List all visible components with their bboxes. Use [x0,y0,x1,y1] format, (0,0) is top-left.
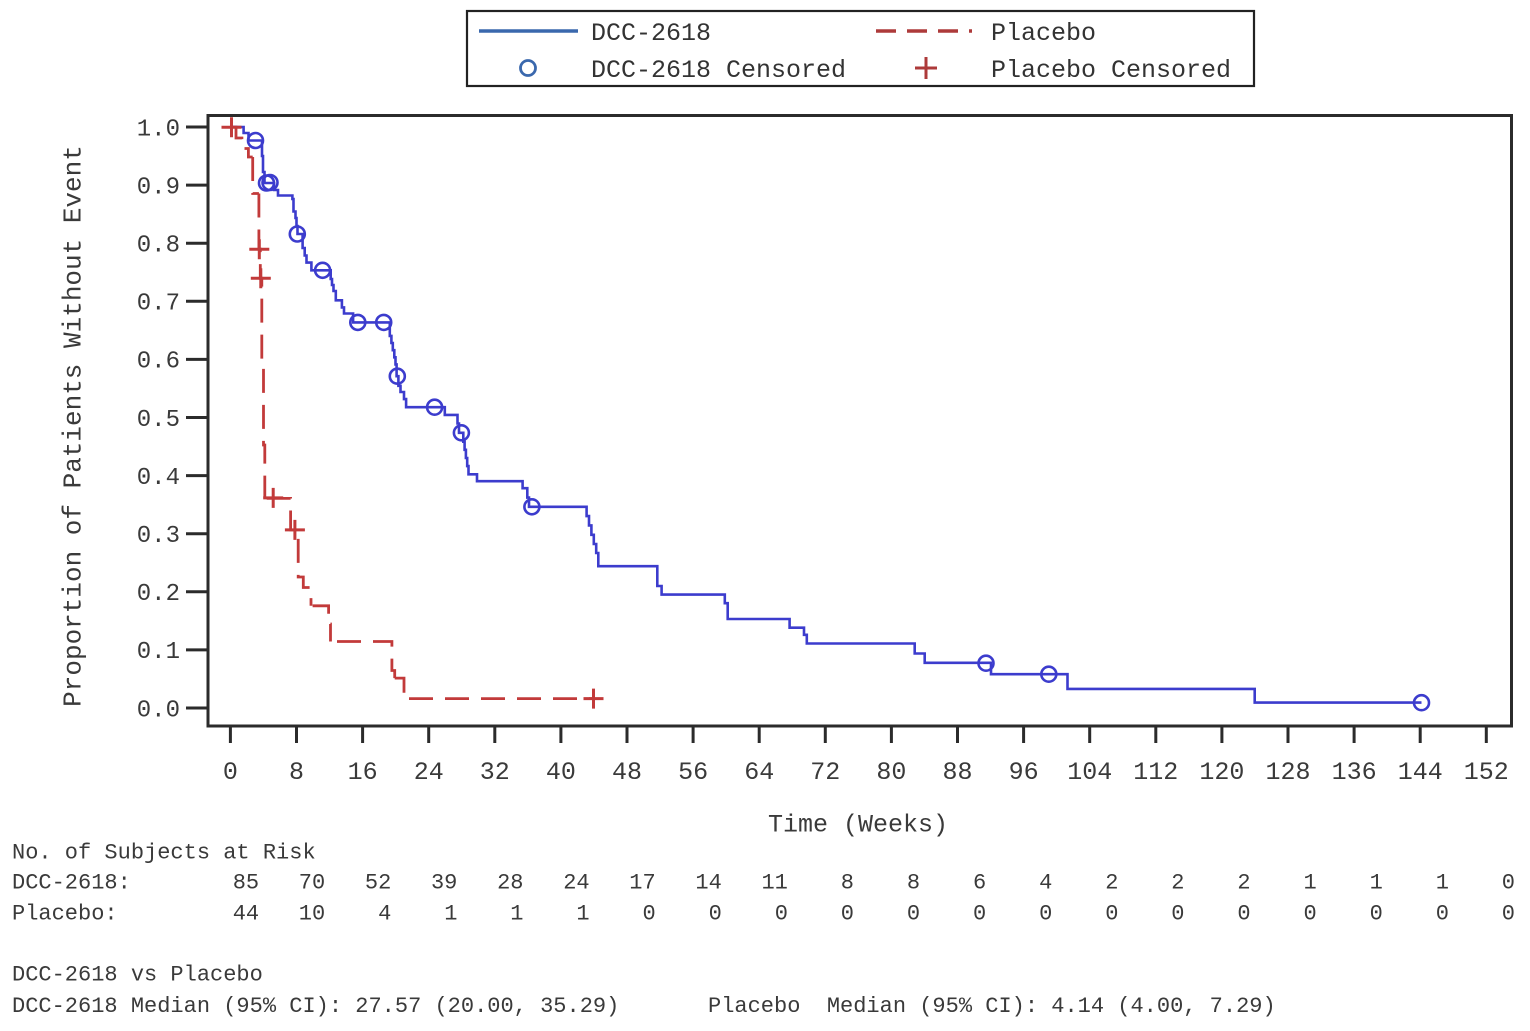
svg-text:0: 0 [1171,902,1184,927]
svg-text:96: 96 [1009,758,1039,787]
svg-text:4: 4 [378,902,391,927]
svg-text:136: 136 [1332,758,1377,787]
svg-text:0.0: 0.0 [137,697,180,724]
svg-text:16: 16 [348,758,378,787]
svg-text:0.4: 0.4 [137,465,180,492]
svg-text:1: 1 [1370,871,1383,896]
svg-text:0.1: 0.1 [137,639,180,666]
svg-text:0: 0 [907,902,920,927]
svg-text:0.2: 0.2 [137,581,180,608]
svg-text:144: 144 [1398,758,1443,787]
svg-text:No. of Subjects at Risk: No. of Subjects at Risk [12,841,316,866]
svg-text:0: 0 [841,902,854,927]
svg-text:0: 0 [709,902,722,927]
svg-text:152: 152 [1464,758,1509,787]
svg-text:0.9: 0.9 [137,174,180,201]
svg-text:40: 40 [546,758,576,787]
svg-text:Time (Weeks): Time (Weeks) [768,811,948,840]
svg-text:10: 10 [299,902,325,927]
svg-text:0: 0 [1370,902,1383,927]
svg-text:14: 14 [695,871,721,896]
svg-text:DCC-2618: DCC-2618 [591,19,711,48]
svg-text:2: 2 [1105,871,1118,896]
svg-text:0: 0 [223,758,238,787]
svg-text:Placebo Median (95% CI): 4.14: Placebo Median (95% CI): 4.14 (4.00, 7.2… [708,994,1276,1019]
svg-text:70: 70 [299,871,325,896]
svg-text:24: 24 [414,758,444,787]
svg-text:39: 39 [431,871,457,896]
svg-text:2: 2 [1171,871,1184,896]
svg-text:Placebo:: Placebo: [12,902,118,927]
svg-text:104: 104 [1067,758,1112,787]
svg-text:2: 2 [1237,871,1250,896]
svg-text:88: 88 [942,758,972,787]
svg-text:0.6: 0.6 [137,349,180,376]
svg-text:0.7: 0.7 [137,291,180,318]
svg-text:DCC-2618 Censored: DCC-2618 Censored [591,56,846,85]
svg-text:8: 8 [289,758,304,787]
svg-text:48: 48 [612,758,642,787]
svg-text:Placebo: Placebo [991,19,1096,48]
svg-text:0: 0 [1436,902,1449,927]
svg-text:8: 8 [907,871,920,896]
svg-text:4: 4 [1039,871,1052,896]
svg-text:120: 120 [1199,758,1244,787]
svg-text:85: 85 [233,871,259,896]
svg-text:0.8: 0.8 [137,233,180,260]
svg-text:28: 28 [497,871,523,896]
svg-text:44: 44 [233,902,259,927]
svg-text:0.5: 0.5 [137,407,180,434]
svg-text:1: 1 [1436,871,1449,896]
svg-text:11: 11 [761,871,787,896]
svg-text:0: 0 [1105,902,1118,927]
svg-text:24: 24 [563,871,589,896]
svg-text:DCC-2618:: DCC-2618: [12,871,131,896]
svg-text:0: 0 [642,902,655,927]
svg-text:1: 1 [576,902,589,927]
svg-text:112: 112 [1133,758,1178,787]
svg-text:80: 80 [876,758,906,787]
svg-text:0: 0 [1502,871,1515,896]
svg-text:1: 1 [510,902,523,927]
svg-text:Proportion of Patients Without: Proportion of Patients Without Event [59,145,89,707]
svg-text:DCC-2618 vs Placebo: DCC-2618 vs Placebo [12,963,263,988]
svg-text:0: 0 [1039,902,1052,927]
svg-text:8: 8 [841,871,854,896]
svg-text:128: 128 [1265,758,1310,787]
svg-text:0: 0 [1237,902,1250,927]
svg-text:32: 32 [480,758,510,787]
svg-text:64: 64 [744,758,774,787]
svg-text:0: 0 [1303,902,1316,927]
svg-text:0.3: 0.3 [137,523,180,550]
svg-text:0: 0 [775,902,788,927]
svg-text:72: 72 [810,758,840,787]
svg-text:6: 6 [973,871,986,896]
svg-text:0: 0 [1502,902,1515,927]
svg-text:0: 0 [973,902,986,927]
svg-text:Placebo Censored: Placebo Censored [991,56,1231,85]
svg-text:1: 1 [1303,871,1316,896]
svg-text:1: 1 [444,902,457,927]
svg-text:1.0: 1.0 [137,116,180,143]
svg-text:17: 17 [629,871,655,896]
svg-text:DCC-2618 Median (95% CI): 27.5: DCC-2618 Median (95% CI): 27.57 (20.00, … [12,994,619,1019]
svg-text:52: 52 [365,871,391,896]
svg-text:56: 56 [678,758,708,787]
